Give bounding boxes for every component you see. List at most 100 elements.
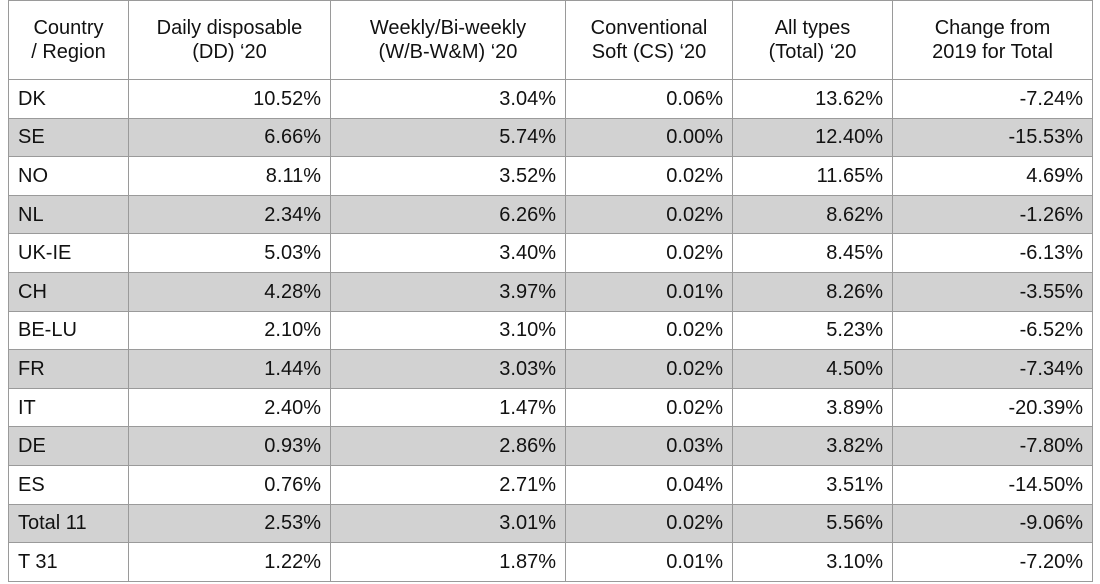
value-cell: 3.51%	[732, 464, 893, 505]
header-text: / Region	[31, 41, 106, 63]
value-cell: -14.50%	[892, 464, 1093, 505]
region-cell: IT	[8, 387, 129, 428]
region-cell: CH	[8, 271, 129, 312]
value-cell: 2.40%	[128, 387, 331, 428]
value-cell: -15.53%	[892, 117, 1093, 158]
table-row: IT 2.40% 1.47% 0.02% 3.89% -20.39%	[8, 387, 1093, 428]
value-cell: 0.00%	[565, 117, 733, 158]
data-table: Country / Region Daily disposable (DD) ‘20 W…	[8, 0, 1093, 582]
table-row: NL 2.34% 6.26% 0.02% 8.62% -1.26%	[8, 194, 1093, 235]
header-cell: Weekly/Bi-weekly (W/B-W&M) ‘20	[330, 0, 566, 80]
header-text: (Total) ‘20	[768, 41, 857, 63]
value-cell: 3.82%	[732, 426, 893, 466]
value-cell: 3.01%	[330, 503, 566, 544]
value-cell: 0.02%	[565, 233, 733, 273]
value-cell: 11.65%	[732, 156, 893, 196]
value-cell: 0.04%	[565, 464, 733, 505]
value-cell: 12.40%	[732, 117, 893, 158]
value-cell: 8.26%	[732, 271, 893, 312]
region-cell: UK-IE	[8, 233, 129, 273]
table-row: FR 1.44% 3.03% 0.02% 4.50% -7.34%	[8, 349, 1093, 389]
header-text: Soft (CS) ‘20	[591, 41, 707, 63]
header-text: Conventional	[590, 17, 708, 39]
value-cell: 3.40%	[330, 233, 566, 273]
value-cell: 0.93%	[128, 426, 331, 466]
value-cell: 5.23%	[732, 310, 893, 351]
value-cell: -6.52%	[892, 310, 1093, 351]
value-cell: 2.53%	[128, 503, 331, 544]
region-cell: DE	[8, 426, 129, 466]
region-cell: NO	[8, 156, 129, 196]
value-cell: 4.69%	[892, 156, 1093, 196]
value-cell: 0.03%	[565, 426, 733, 466]
value-cell: 1.22%	[128, 542, 331, 582]
value-cell: -3.55%	[892, 271, 1093, 312]
value-cell: -7.80%	[892, 426, 1093, 466]
value-cell: 0.02%	[565, 310, 733, 351]
value-cell: 10.52%	[128, 79, 331, 119]
value-cell: 3.97%	[330, 271, 566, 312]
header-cell: All types (Total) ‘20	[732, 0, 893, 80]
header-cell: Daily disposable (DD) ‘20	[128, 0, 331, 80]
region-cell: Total 11	[8, 503, 129, 544]
value-cell: 0.02%	[565, 387, 733, 428]
value-cell: 1.44%	[128, 349, 331, 389]
table-row: SE 6.66% 5.74% 0.00% 12.40% -15.53%	[8, 117, 1093, 158]
value-cell: 0.01%	[565, 271, 733, 312]
value-cell: 8.62%	[732, 194, 893, 235]
table-row: NO 8.11% 3.52% 0.02% 11.65% 4.69%	[8, 156, 1093, 196]
region-cell: SE	[8, 117, 129, 158]
header-text: All types	[774, 17, 851, 39]
value-cell: -1.26%	[892, 194, 1093, 235]
table-row: ES 0.76% 2.71% 0.04% 3.51% -14.50%	[8, 464, 1093, 505]
value-cell: 2.86%	[330, 426, 566, 466]
value-cell: 0.01%	[565, 542, 733, 582]
value-cell: 3.10%	[732, 542, 893, 582]
value-cell: -9.06%	[892, 503, 1093, 544]
table-row: T 31 1.22% 1.87% 0.01% 3.10% -7.20%	[8, 542, 1093, 582]
header-text: Weekly/Bi-weekly	[369, 17, 527, 39]
table-row: UK-IE 5.03% 3.40% 0.02% 8.45% -6.13%	[8, 233, 1093, 273]
value-cell: 0.02%	[565, 156, 733, 196]
table-body: DK 10.52% 3.04% 0.06% 13.62% -7.24% SE 6.66% 5.7…	[8, 79, 1093, 582]
region-cell: NL	[8, 194, 129, 235]
value-cell: 0.06%	[565, 79, 733, 119]
value-cell: 3.03%	[330, 349, 566, 389]
table-row: BE-LU 2.10% 3.10% 0.02% 5.23% -6.52%	[8, 310, 1093, 351]
value-cell: 8.11%	[128, 156, 331, 196]
header-text: 2019 for Total	[932, 41, 1053, 63]
value-cell: 0.02%	[565, 194, 733, 235]
value-cell: 2.10%	[128, 310, 331, 351]
value-cell: -6.13%	[892, 233, 1093, 273]
value-cell: -20.39%	[892, 387, 1093, 428]
region-cell: DK	[8, 79, 129, 119]
value-cell: 8.45%	[732, 233, 893, 273]
header-text: (DD) ‘20	[192, 41, 267, 63]
header-cell: Country / Region	[8, 0, 129, 80]
value-cell: 2.71%	[330, 464, 566, 505]
value-cell: 1.87%	[330, 542, 566, 582]
region-cell: T 31	[8, 542, 129, 582]
region-cell: FR	[8, 349, 129, 389]
value-cell: 3.04%	[330, 79, 566, 119]
value-cell: 6.26%	[330, 194, 566, 235]
header-text: (W/B-W&M) ‘20	[378, 41, 518, 63]
table-row: CH 4.28% 3.97% 0.01% 8.26% -3.55%	[8, 271, 1093, 312]
header-text: Country	[33, 17, 104, 39]
value-cell: 4.28%	[128, 271, 331, 312]
value-cell: 0.76%	[128, 464, 331, 505]
region-cell: BE-LU	[8, 310, 129, 351]
table-row: Total 11 2.53% 3.01% 0.02% 5.56% -9.06%	[8, 503, 1093, 544]
value-cell: -7.34%	[892, 349, 1093, 389]
header-text: Daily disposable	[156, 17, 303, 39]
table-row: DK 10.52% 3.04% 0.06% 13.62% -7.24%	[8, 79, 1093, 119]
value-cell: 3.10%	[330, 310, 566, 351]
value-cell: 5.56%	[732, 503, 893, 544]
value-cell: 0.02%	[565, 503, 733, 544]
value-cell: 13.62%	[732, 79, 893, 119]
header-cell: Conventional Soft (CS) ‘20	[565, 0, 733, 80]
value-cell: -7.24%	[892, 79, 1093, 119]
value-cell: 6.66%	[128, 117, 331, 158]
